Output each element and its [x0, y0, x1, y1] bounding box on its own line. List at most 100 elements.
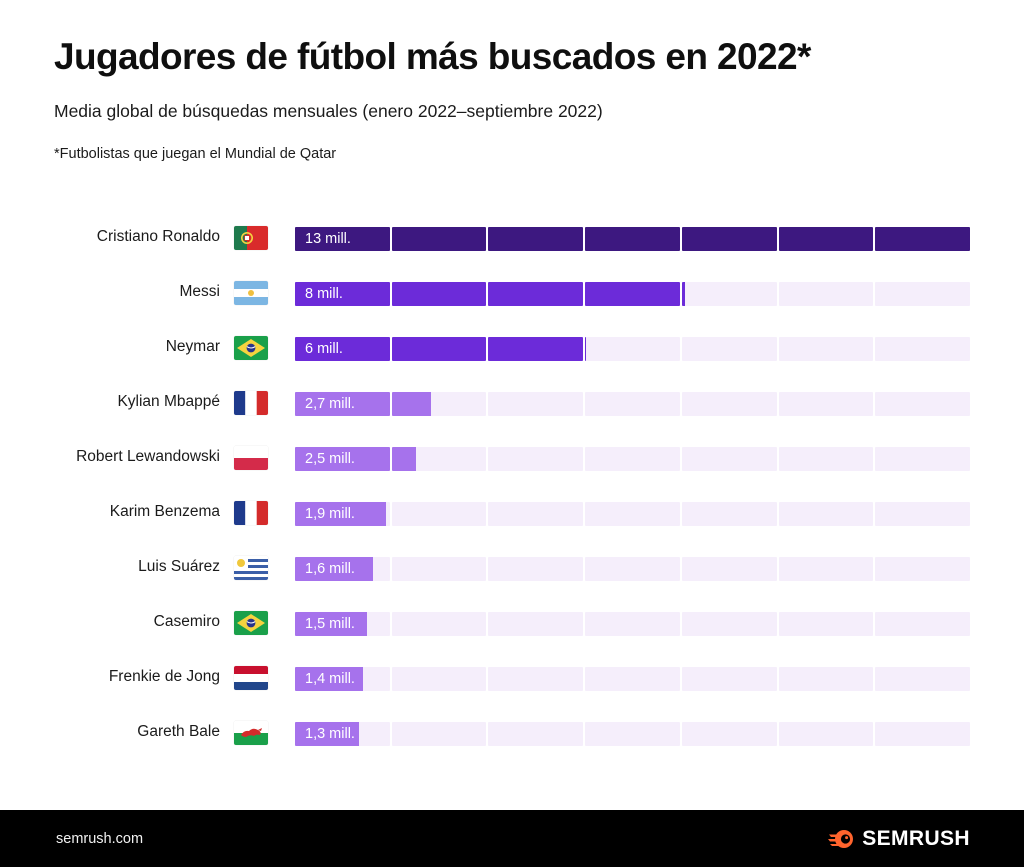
bar-track: 2,5 mill.	[295, 447, 971, 471]
bar-fill	[295, 337, 586, 361]
track-segment	[875, 337, 971, 361]
track-segment	[875, 447, 971, 471]
bar-fill	[295, 722, 359, 746]
track-segment	[391, 722, 487, 746]
bar-track: 1,5 mill.	[295, 612, 971, 636]
track-segment	[585, 557, 680, 581]
poland-flag	[234, 446, 268, 470]
brazil-flag	[234, 336, 268, 360]
track-segment	[778, 502, 874, 526]
page-title: Jugadores de fútbol más buscados en 2022…	[54, 36, 811, 77]
bar-fill-segment	[295, 557, 373, 581]
france-flag	[234, 501, 268, 525]
bar-fill-segment	[391, 392, 431, 416]
bar-fill-segments	[295, 502, 386, 526]
bar-fill	[295, 282, 685, 306]
track-segment	[488, 612, 584, 636]
track-segment	[681, 667, 777, 691]
player-name: Neymar	[165, 338, 220, 355]
bar-fill-segments	[295, 227, 970, 251]
uruguay-flag	[234, 556, 268, 580]
player-name: Kylian Mbappé	[117, 393, 220, 410]
track-segments	[295, 722, 971, 746]
header: Jugadores de fútbol más buscados en 2022…	[54, 36, 984, 163]
bar-track: 1,9 mill.	[295, 502, 971, 526]
track-segment	[391, 502, 487, 526]
bar-fill	[295, 557, 373, 581]
bar-fill-segment	[681, 282, 685, 306]
bar-fill-segment	[778, 227, 874, 251]
player-name: Frenkie de Jong	[108, 668, 220, 685]
semrush-logo[interactable]: SEMRUSH	[828, 827, 970, 851]
bar-fill-segment	[488, 227, 584, 251]
bar-fill	[295, 447, 416, 471]
portugal-flag	[234, 226, 268, 250]
track-segment	[778, 392, 874, 416]
track-segment	[778, 722, 874, 746]
chart-row: Kylian Mbappé 2,7 mill.	[0, 383, 1024, 438]
netherlands-flag	[234, 666, 268, 690]
bar-fill-segment	[585, 337, 586, 361]
player-name: Gareth Bale	[137, 723, 220, 740]
bar-fill-segments	[295, 447, 416, 471]
chart-row: Karim Benzema 1,9 mill.	[0, 493, 1024, 548]
footer: semrush.com SEMRUSH	[0, 810, 1024, 867]
bar-fill-segment	[681, 227, 777, 251]
track-segment	[875, 282, 971, 306]
track-segment	[875, 392, 971, 416]
chart-row: Robert Lewandowski 2,5 mill.	[0, 438, 1024, 493]
bar-track: 1,3 mill.	[295, 722, 971, 746]
track-segment	[778, 667, 874, 691]
track-segment	[778, 337, 874, 361]
track-segment	[488, 722, 584, 746]
bar-fill-segment	[295, 227, 390, 251]
bar-track: 13 mill.	[295, 227, 971, 251]
bar-fill-segments	[295, 557, 373, 581]
bar-fill-segment	[295, 392, 390, 416]
track-segment	[488, 557, 584, 581]
bar-track: 1,6 mill.	[295, 557, 971, 581]
track-segment	[681, 337, 777, 361]
bar-fill-segment	[295, 447, 390, 471]
footer-url[interactable]: semrush.com	[56, 830, 144, 847]
bar-fill-segment	[875, 227, 970, 251]
track-segment	[585, 722, 680, 746]
brazil-flag	[234, 611, 268, 635]
player-name: Casemiro	[153, 613, 220, 630]
track-segment	[875, 557, 971, 581]
bar-fill-segment	[295, 722, 359, 746]
chart-row: Neymar 6 mill.	[0, 328, 1024, 383]
track-segment	[778, 557, 874, 581]
bar-fill-segment	[391, 227, 487, 251]
track-segments	[295, 612, 971, 636]
track-segment	[875, 722, 971, 746]
bar-fill-segment	[585, 282, 680, 306]
bar-track: 6 mill.	[295, 337, 971, 361]
track-segment	[681, 557, 777, 581]
track-segments	[295, 392, 971, 416]
track-segment	[681, 392, 777, 416]
bar-fill-segment	[391, 447, 416, 471]
track-segment	[391, 612, 487, 636]
bar-fill	[295, 227, 970, 251]
chart-row: Casemiro 1,5 mill.	[0, 603, 1024, 658]
track-segment	[681, 612, 777, 636]
track-segment	[875, 667, 971, 691]
bar-fill-segment	[391, 282, 487, 306]
bar-fill	[295, 612, 367, 636]
track-segment	[585, 667, 680, 691]
track-segment	[488, 667, 584, 691]
bar-fill-segments	[295, 282, 685, 306]
track-segment	[681, 722, 777, 746]
bar-fill	[295, 667, 363, 691]
track-segment	[681, 447, 777, 471]
page-subtitle: Media global de búsquedas mensuales (ene…	[54, 100, 603, 121]
wales-flag	[234, 721, 268, 745]
track-segment	[585, 337, 680, 361]
bar-fill-segment	[295, 667, 363, 691]
track-segment	[585, 502, 680, 526]
bar-track: 1,4 mill.	[295, 667, 971, 691]
page-footnote: *Futbolistas que juegan el Mundial de Qa…	[54, 145, 337, 162]
track-segments	[295, 502, 971, 526]
